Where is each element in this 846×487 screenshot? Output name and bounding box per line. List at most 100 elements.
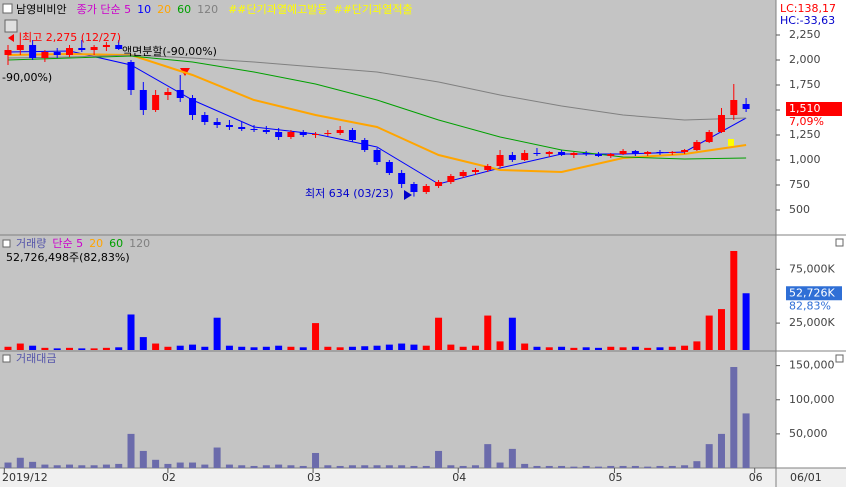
bar — [582, 465, 590, 468]
annotation: 최저 634 (03/23) — [305, 187, 394, 200]
bar — [29, 461, 37, 468]
bar — [459, 465, 467, 468]
icon — [2, 354, 11, 363]
x-axis-background — [0, 468, 846, 487]
legend-item: 60 — [109, 237, 123, 250]
bar — [115, 347, 123, 350]
bar — [262, 465, 270, 468]
bar — [361, 465, 369, 468]
bar — [4, 346, 12, 350]
bar — [225, 464, 233, 468]
bar — [717, 433, 725, 468]
bar — [484, 444, 492, 468]
close-button[interactable] — [835, 354, 844, 363]
y-tick-label: 1,000 — [789, 153, 821, 166]
candle-body — [668, 152, 676, 153]
bar — [127, 314, 135, 350]
candle-body — [299, 132, 307, 135]
candle-body — [644, 152, 652, 154]
icon — [2, 3, 13, 14]
bar — [398, 465, 406, 468]
bar — [16, 343, 24, 350]
bar — [508, 317, 516, 350]
candle-body — [152, 95, 160, 110]
bar — [447, 465, 455, 468]
candle-body — [361, 140, 369, 150]
bar — [607, 465, 615, 468]
bar — [213, 447, 221, 468]
bar — [262, 346, 270, 350]
x-tick-label: 03 — [307, 471, 321, 484]
bar — [41, 347, 49, 350]
candle-body — [29, 45, 37, 58]
bar — [496, 341, 504, 350]
bar — [66, 347, 74, 350]
bar — [459, 346, 467, 350]
bar — [78, 348, 86, 350]
y-tick-label: 50,000 — [789, 427, 828, 440]
candle-body — [41, 52, 49, 58]
bar — [139, 450, 147, 468]
alert-label: ##단기과열적출 — [334, 3, 413, 16]
bar — [164, 463, 172, 468]
bar — [705, 315, 713, 350]
bar — [201, 464, 209, 468]
candle-body — [619, 151, 627, 154]
current-volume-box — [786, 286, 842, 301]
y-tick-label: 75,000K — [789, 262, 835, 275]
x-tick-label: 02 — [162, 471, 176, 484]
candle-body — [410, 184, 418, 192]
bar — [90, 465, 98, 468]
bar — [447, 344, 455, 350]
bar — [78, 465, 86, 468]
bar — [312, 323, 320, 350]
annotation: -90,00%) — [2, 71, 52, 84]
candle-body — [250, 129, 258, 130]
bar — [422, 465, 430, 468]
candle-body — [201, 115, 209, 122]
hc-label: HC:-33,63 — [780, 14, 835, 27]
candle-body — [631, 151, 639, 154]
annotation: 액면분할(-90,00%) — [122, 45, 217, 58]
bar — [435, 317, 443, 350]
icon[interactable] — [4, 19, 18, 33]
bar — [275, 345, 283, 350]
bar — [582, 347, 590, 350]
bar — [336, 465, 344, 468]
bar — [361, 346, 369, 350]
bar — [348, 465, 356, 468]
bar — [66, 464, 74, 468]
y-tick-label: 500 — [789, 203, 810, 216]
bar — [115, 463, 123, 468]
candle-body — [348, 130, 356, 140]
candle-body — [435, 182, 443, 186]
bar — [373, 465, 381, 468]
bar — [484, 315, 492, 350]
candle-body — [521, 153, 529, 160]
candle-body — [164, 92, 172, 95]
bar — [594, 347, 602, 350]
candle-body — [742, 104, 750, 109]
bar — [238, 465, 246, 468]
bar — [348, 346, 356, 350]
current-price-box — [786, 102, 842, 116]
bar — [570, 347, 578, 350]
bar — [410, 465, 418, 468]
panel-title: 거래량 — [16, 237, 46, 250]
y-tick-label: 2,000 — [789, 53, 821, 66]
candle-body — [484, 166, 492, 170]
bar — [668, 346, 676, 350]
lc-label: LC:138,17 — [780, 2, 836, 15]
candle-body — [717, 115, 725, 132]
cursor-label: 06/01 — [790, 471, 822, 484]
candle-body — [705, 132, 713, 142]
arrow — [8, 34, 14, 42]
legend-item: 20 — [157, 3, 171, 16]
chart-title: 남영비비안 — [16, 3, 67, 16]
bar — [705, 444, 713, 468]
bar — [176, 345, 184, 350]
current-price: 1,510 — [789, 102, 821, 115]
candle-body — [447, 176, 455, 182]
close-button[interactable] — [835, 238, 844, 247]
